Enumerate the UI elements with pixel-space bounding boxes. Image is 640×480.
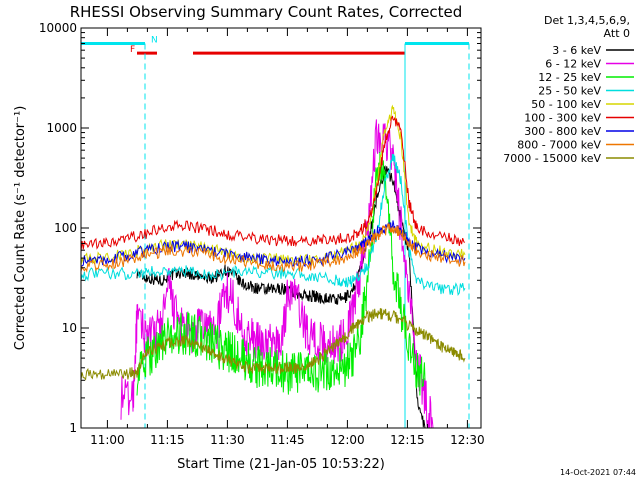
y-tick-label: 10 (62, 321, 77, 335)
x-tick-label: 11:45 (270, 433, 305, 447)
legend-entry-label: 25 - 50 keV (538, 85, 601, 98)
legend-entry-label: 50 - 100 keV (531, 98, 601, 111)
legend-entry-label: 300 - 800 keV (524, 125, 601, 138)
y-tick-label: 10000 (39, 21, 77, 35)
y-axis-label: Corrected Count Rate (s⁻¹ detector⁻¹) (13, 106, 28, 351)
legend-entry-label: 6 - 12 keV (545, 58, 601, 71)
legend-entry-label: 3 - 6 keV (552, 44, 601, 57)
x-axis-label: Start Time (21-Jan-05 10:53:22) (177, 457, 385, 472)
y-tick-label: 1 (69, 421, 77, 435)
legend-entry-label: 800 - 7000 keV (517, 139, 601, 152)
series-line-4 (80, 104, 466, 266)
chart-title: RHESSI Observing Summary Count Rates, Co… (70, 3, 463, 21)
flag-label-F: F (130, 45, 135, 55)
y-tick-label: 100 (54, 221, 77, 235)
x-tick-label: 12:30 (450, 433, 485, 447)
y-tick-label: 1000 (46, 121, 77, 135)
series-line-6 (80, 220, 466, 268)
legend-header: Det 1,3,4,5,6,9, (544, 14, 630, 27)
legend-header: Att 0 (604, 27, 630, 40)
series-line-5 (80, 115, 466, 253)
series-line-1 (120, 119, 434, 429)
x-tick-label: 12:15 (390, 433, 425, 447)
legend-entry-label: 100 - 300 keV (524, 112, 601, 125)
series-line-8 (80, 308, 466, 381)
legend-entry-label: 12 - 25 keV (538, 71, 601, 84)
series-line-7 (80, 223, 466, 273)
series-line-3 (80, 153, 466, 296)
x-tick-label: 11:15 (150, 433, 185, 447)
x-tick-label: 11:30 (210, 433, 245, 447)
legend-entry-label: 7000 - 15000 keV (503, 152, 601, 165)
footer-date: 14-Oct-2021 07:44 (560, 468, 636, 477)
flag-label-N: N (151, 35, 158, 45)
x-tick-label: 11:00 (90, 433, 125, 447)
x-tick-label: 12:00 (330, 433, 365, 447)
